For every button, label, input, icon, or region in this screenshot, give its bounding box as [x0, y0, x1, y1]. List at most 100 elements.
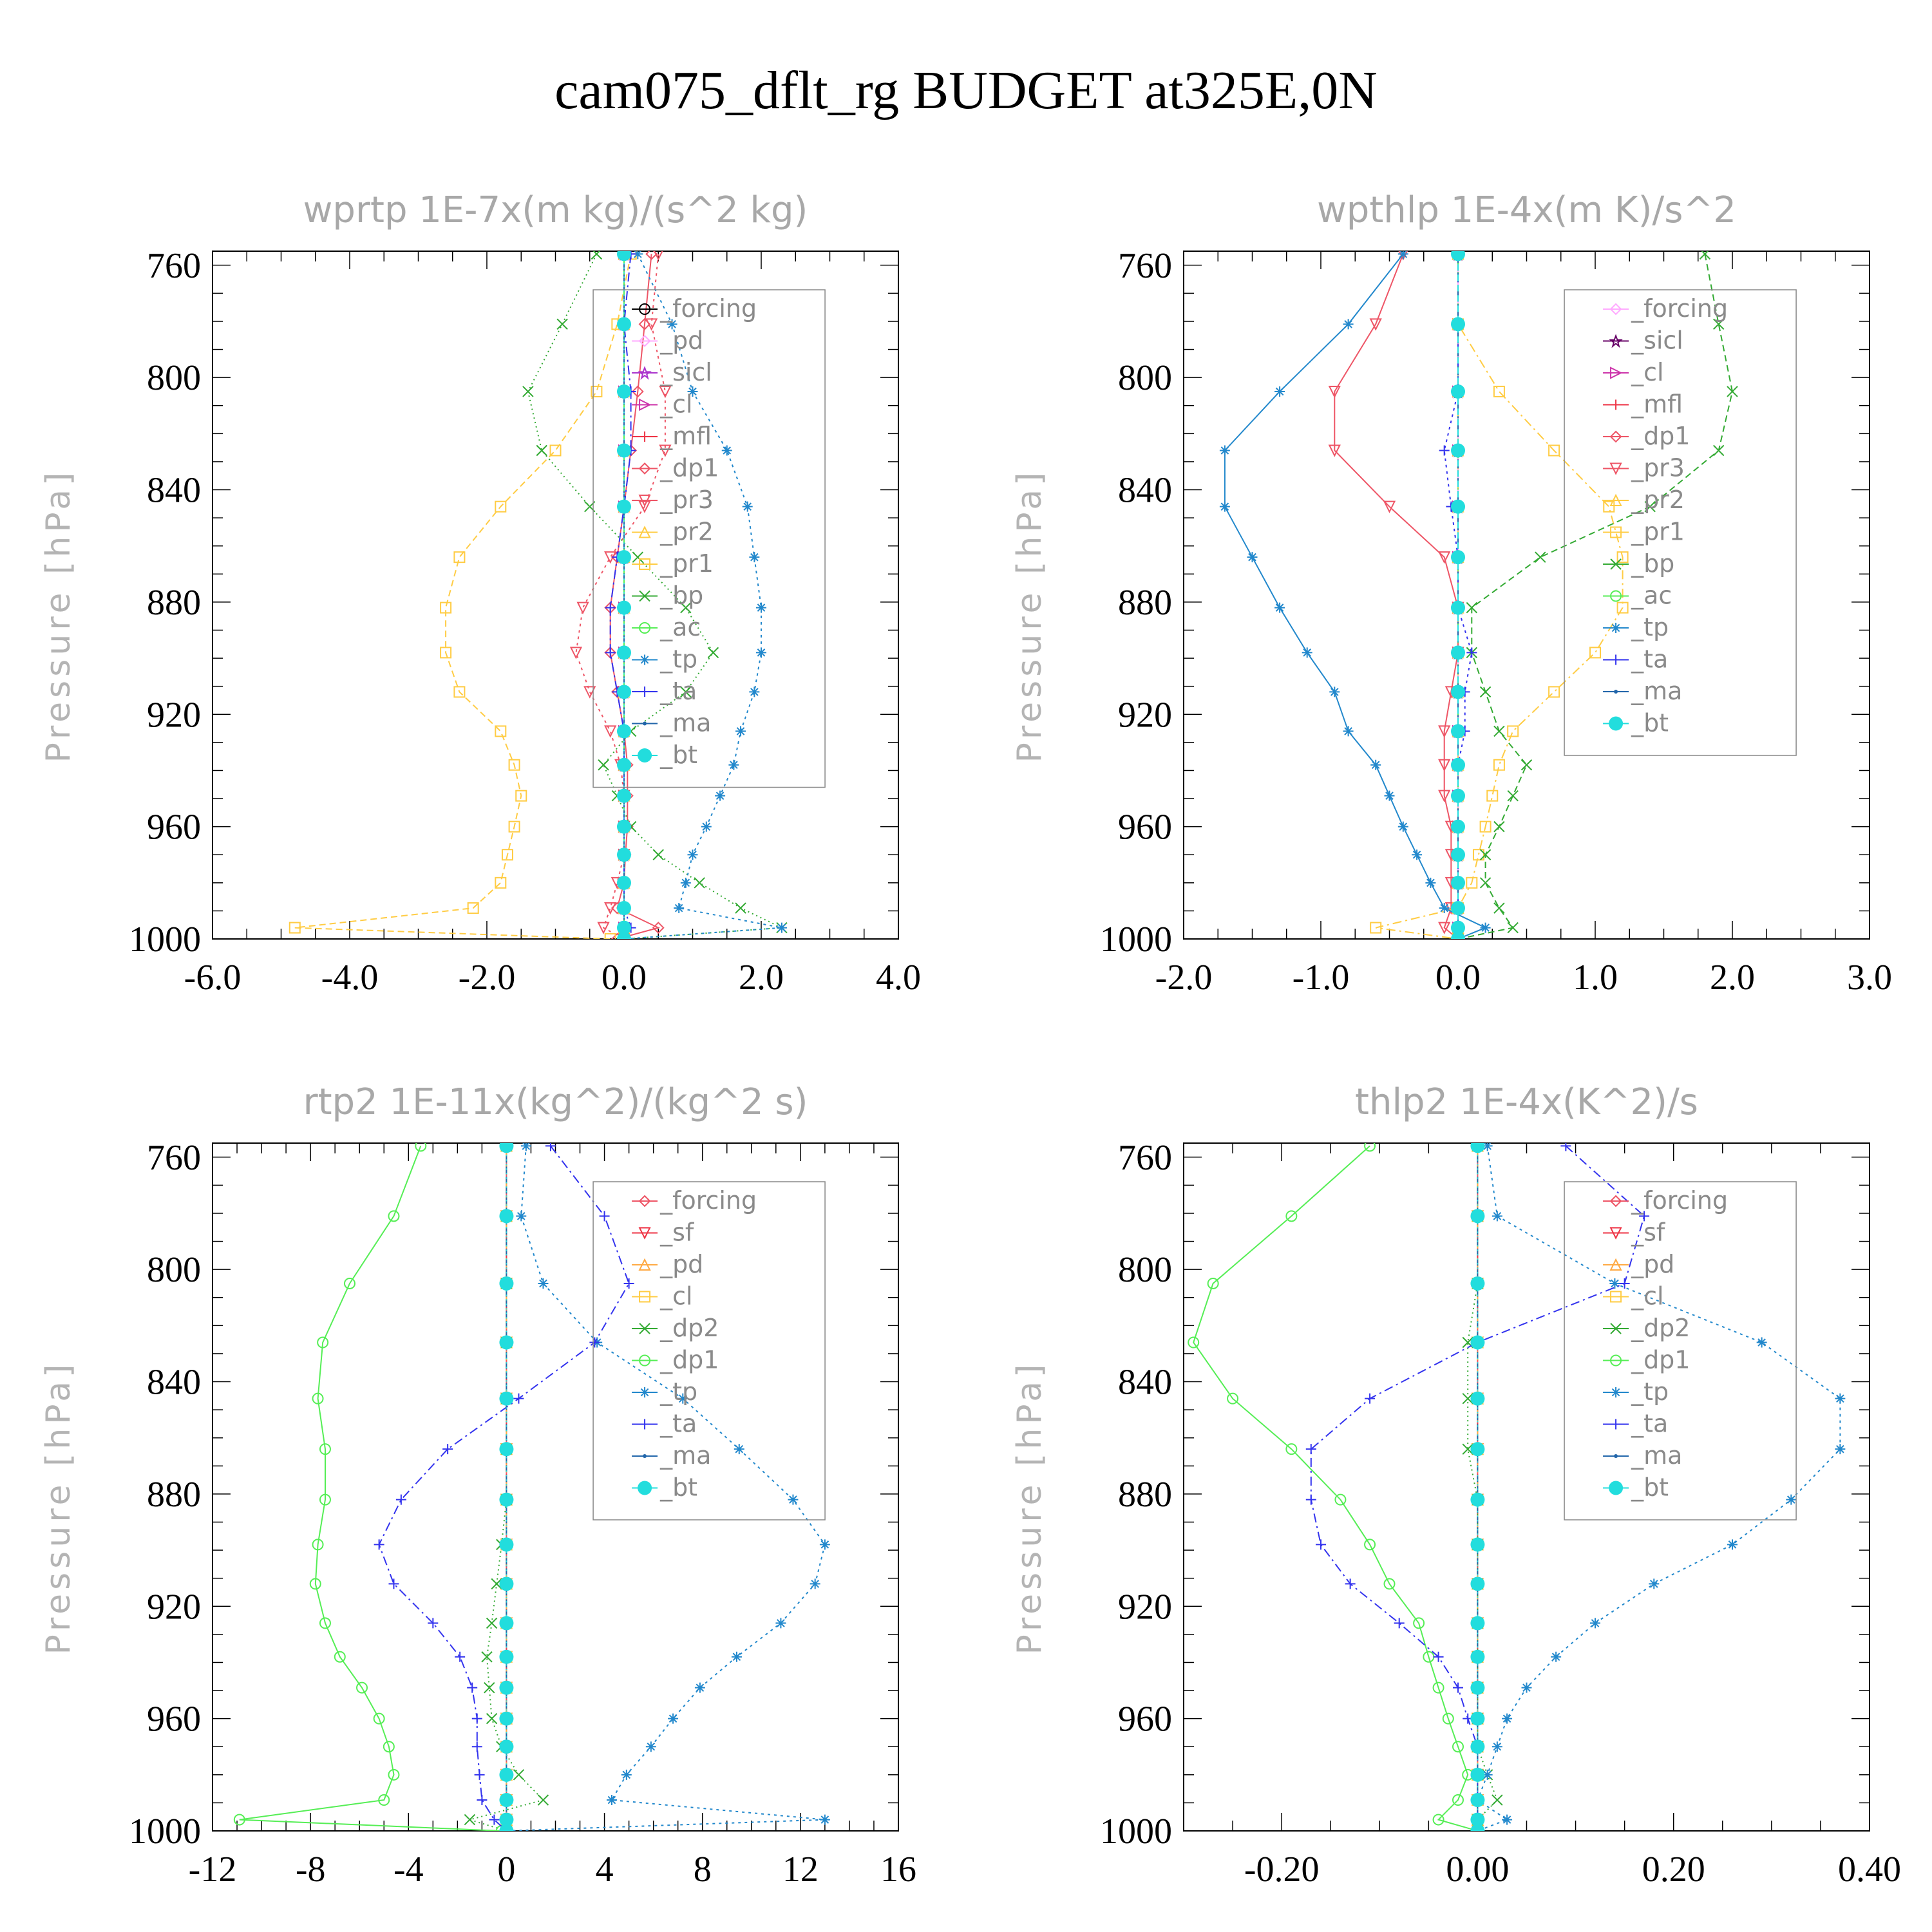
panel-4-legend-marker_dp1: [1610, 1354, 1622, 1367]
panel-2-series-group: [1219, 251, 1738, 939]
panel-2-ytick-label: 760: [1118, 246, 1172, 286]
panel-1-point_pr1: [515, 790, 527, 802]
panel-2-point_bp: [1479, 849, 1492, 860]
panel-2-legend-marker_sicl: [1609, 334, 1623, 348]
panel-3-point_bt: [499, 1442, 514, 1457]
panel-4-point_dp1: [1432, 1681, 1444, 1694]
panel-3-xtick-label: -4: [393, 1850, 424, 1889]
panel-4-point_dp1: [1188, 1336, 1200, 1349]
panel-4-legend-label_ta: _ta: [1631, 1410, 1668, 1438]
panel-2-point_pr1: [1616, 551, 1629, 564]
panel-3-point_bt: [499, 1616, 514, 1631]
panel-3-point_dp1: [415, 1143, 427, 1152]
panel-4-point_dp1: [1334, 1493, 1347, 1506]
panel-1-point_pr1: [440, 601, 452, 614]
panel-2-ytick-label: 920: [1118, 695, 1172, 735]
panel-1-point_pr3: [653, 251, 663, 261]
panel-1-point_bt: [617, 600, 631, 615]
panel-1-point_bp: [556, 318, 568, 330]
panel-1-legend-marker_pr1: [639, 558, 651, 570]
panel-1-xtick-label: -2.0: [459, 958, 516, 998]
panel-2-point_bt: [1451, 443, 1465, 458]
panel-2-legend-marker_pr2: [1609, 493, 1622, 506]
panel-4-point_ta: [1639, 1211, 1650, 1222]
panel-2-legend-label_tp: _tp: [1631, 613, 1669, 641]
panel-2-point_bp: [1493, 902, 1505, 914]
panel-3-point_tp: [520, 1143, 531, 1151]
panel-1-legend-label_ac: _ac: [659, 613, 701, 641]
panel-3-chart: rtp2 1E-11x(kg^2)/(kg^2 s) Pressure [hPa]…: [39, 1081, 916, 1889]
panel-3-point_ta: [395, 1494, 406, 1505]
panel-1-title: wprtp 1E-7x(m kg)/(s^2 kg): [303, 189, 808, 231]
panel-3-ytick-label: 760: [147, 1138, 201, 1178]
panel-4-point_tp: [1551, 1651, 1562, 1662]
panel-1-series-line_ta: [609, 254, 632, 939]
panel-3-point_dp1: [373, 1712, 385, 1725]
panel-4-point_tp: [1756, 1337, 1767, 1348]
panel-3-ytick-label: 840: [147, 1363, 201, 1403]
panel-2-point_tp: [1397, 821, 1408, 832]
panel-1-point_bt: [617, 819, 631, 834]
panel-4-point_ta: [1560, 1143, 1571, 1151]
panel-3-point_dp2: [464, 1814, 476, 1826]
panel-1-point_pr1: [289, 922, 301, 934]
panel-3-point_ta: [589, 1337, 600, 1348]
panel-1-ylabel: Pressure [hPa]: [39, 469, 78, 763]
panel-1-legend-label_mfl: _mfl: [659, 422, 712, 450]
panel-2-point_tp: [1370, 759, 1381, 770]
panel-3-ytick-label: 920: [147, 1587, 201, 1627]
panel-1-xtick-label: -4.0: [321, 958, 379, 998]
panel-1-point_tp: [687, 386, 698, 397]
panel-3-point_tp: [775, 1618, 786, 1629]
panel-2-point_pr3: [1369, 318, 1382, 331]
panel-1-point_bp: [694, 877, 705, 889]
panel-1-point_bp: [536, 444, 547, 457]
panel-1-legend-label_ta: _ta: [659, 677, 697, 705]
panel-2-point_bt: [1451, 251, 1465, 261]
panel-3-point_dp2: [486, 1617, 498, 1629]
panel-1-legend-marker_tp: [639, 654, 650, 665]
panel-3-point_tp: [694, 1682, 705, 1693]
panel-4-point_tp: [1835, 1393, 1846, 1404]
panel-2-series-line_tp: [1224, 253, 1488, 939]
panel-2-ytick-label: 880: [1118, 583, 1172, 623]
panel-1-ytick-label: 880: [147, 583, 201, 623]
panel-4-point_ta: [1345, 1578, 1356, 1589]
panel-4-point_bt: [1470, 1143, 1485, 1153]
panel-1-point_pr1: [508, 759, 520, 771]
panel-2-point_pr3: [1438, 725, 1451, 738]
panel-3-ytick-label: 800: [147, 1250, 201, 1290]
panel-3-legend-label_bt: _bt: [659, 1473, 697, 1502]
panel-2-point_pr1: [1589, 647, 1601, 659]
panel-1-point_pr3: [659, 385, 672, 399]
panel-4-legend-label_tp: _tp: [1631, 1378, 1669, 1406]
panel-1-legend-label_bt: _bt: [659, 741, 697, 769]
panel-2-xtick-label: -1.0: [1293, 958, 1350, 998]
panel-1-point_bp: [522, 386, 534, 397]
panel-3-point_dp1: [383, 1741, 395, 1753]
panel-4-ytick-label: 760: [1118, 1138, 1172, 1178]
panel-1-series-line_pr1: [294, 254, 632, 939]
panel-4-point_bt: [1470, 1391, 1485, 1406]
panel-2-xtick-label: -2.0: [1155, 958, 1213, 998]
panel-4-point_tp: [1649, 1578, 1660, 1589]
panel-2-series-line_bp: [1457, 254, 1734, 939]
panel-3-point_ta: [442, 1444, 453, 1455]
panel-3-point_bt: [499, 1143, 514, 1153]
panel-2-point_bt: [1451, 848, 1465, 862]
panel-3-legend-marker_cl: [639, 1291, 651, 1303]
panel-1-point_bt: [617, 685, 631, 699]
panel-1-point_tp: [721, 445, 732, 456]
panel-2-legend-label_forcing: _forcing: [1631, 294, 1728, 323]
panel-3-legend-label_ta: _ta: [659, 1410, 697, 1438]
panel-2-point_tp: [1397, 251, 1408, 260]
panel-1-point_bp: [598, 759, 609, 771]
panel-1-legend-label_pr2: _pr2: [659, 518, 714, 546]
panel-4-ytick-label: 1000: [1100, 1812, 1172, 1852]
panel-1-point_tp: [687, 849, 698, 860]
panel-4-point_bt: [1470, 1649, 1485, 1664]
panel-4-legend-label_cl: _cl: [1631, 1282, 1663, 1311]
panel-1-point_tp: [749, 687, 760, 697]
panel-4-xtick-label: 0.40: [1838, 1850, 1901, 1889]
panel-2-point_pr1: [1548, 686, 1560, 698]
